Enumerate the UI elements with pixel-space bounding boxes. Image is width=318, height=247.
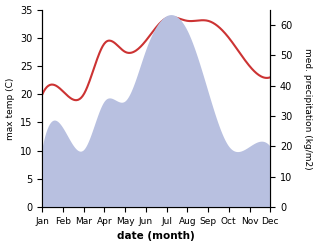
Y-axis label: med. precipitation (kg/m2): med. precipitation (kg/m2) (303, 48, 313, 169)
Y-axis label: max temp (C): max temp (C) (5, 77, 15, 140)
X-axis label: date (month): date (month) (117, 231, 195, 242)
